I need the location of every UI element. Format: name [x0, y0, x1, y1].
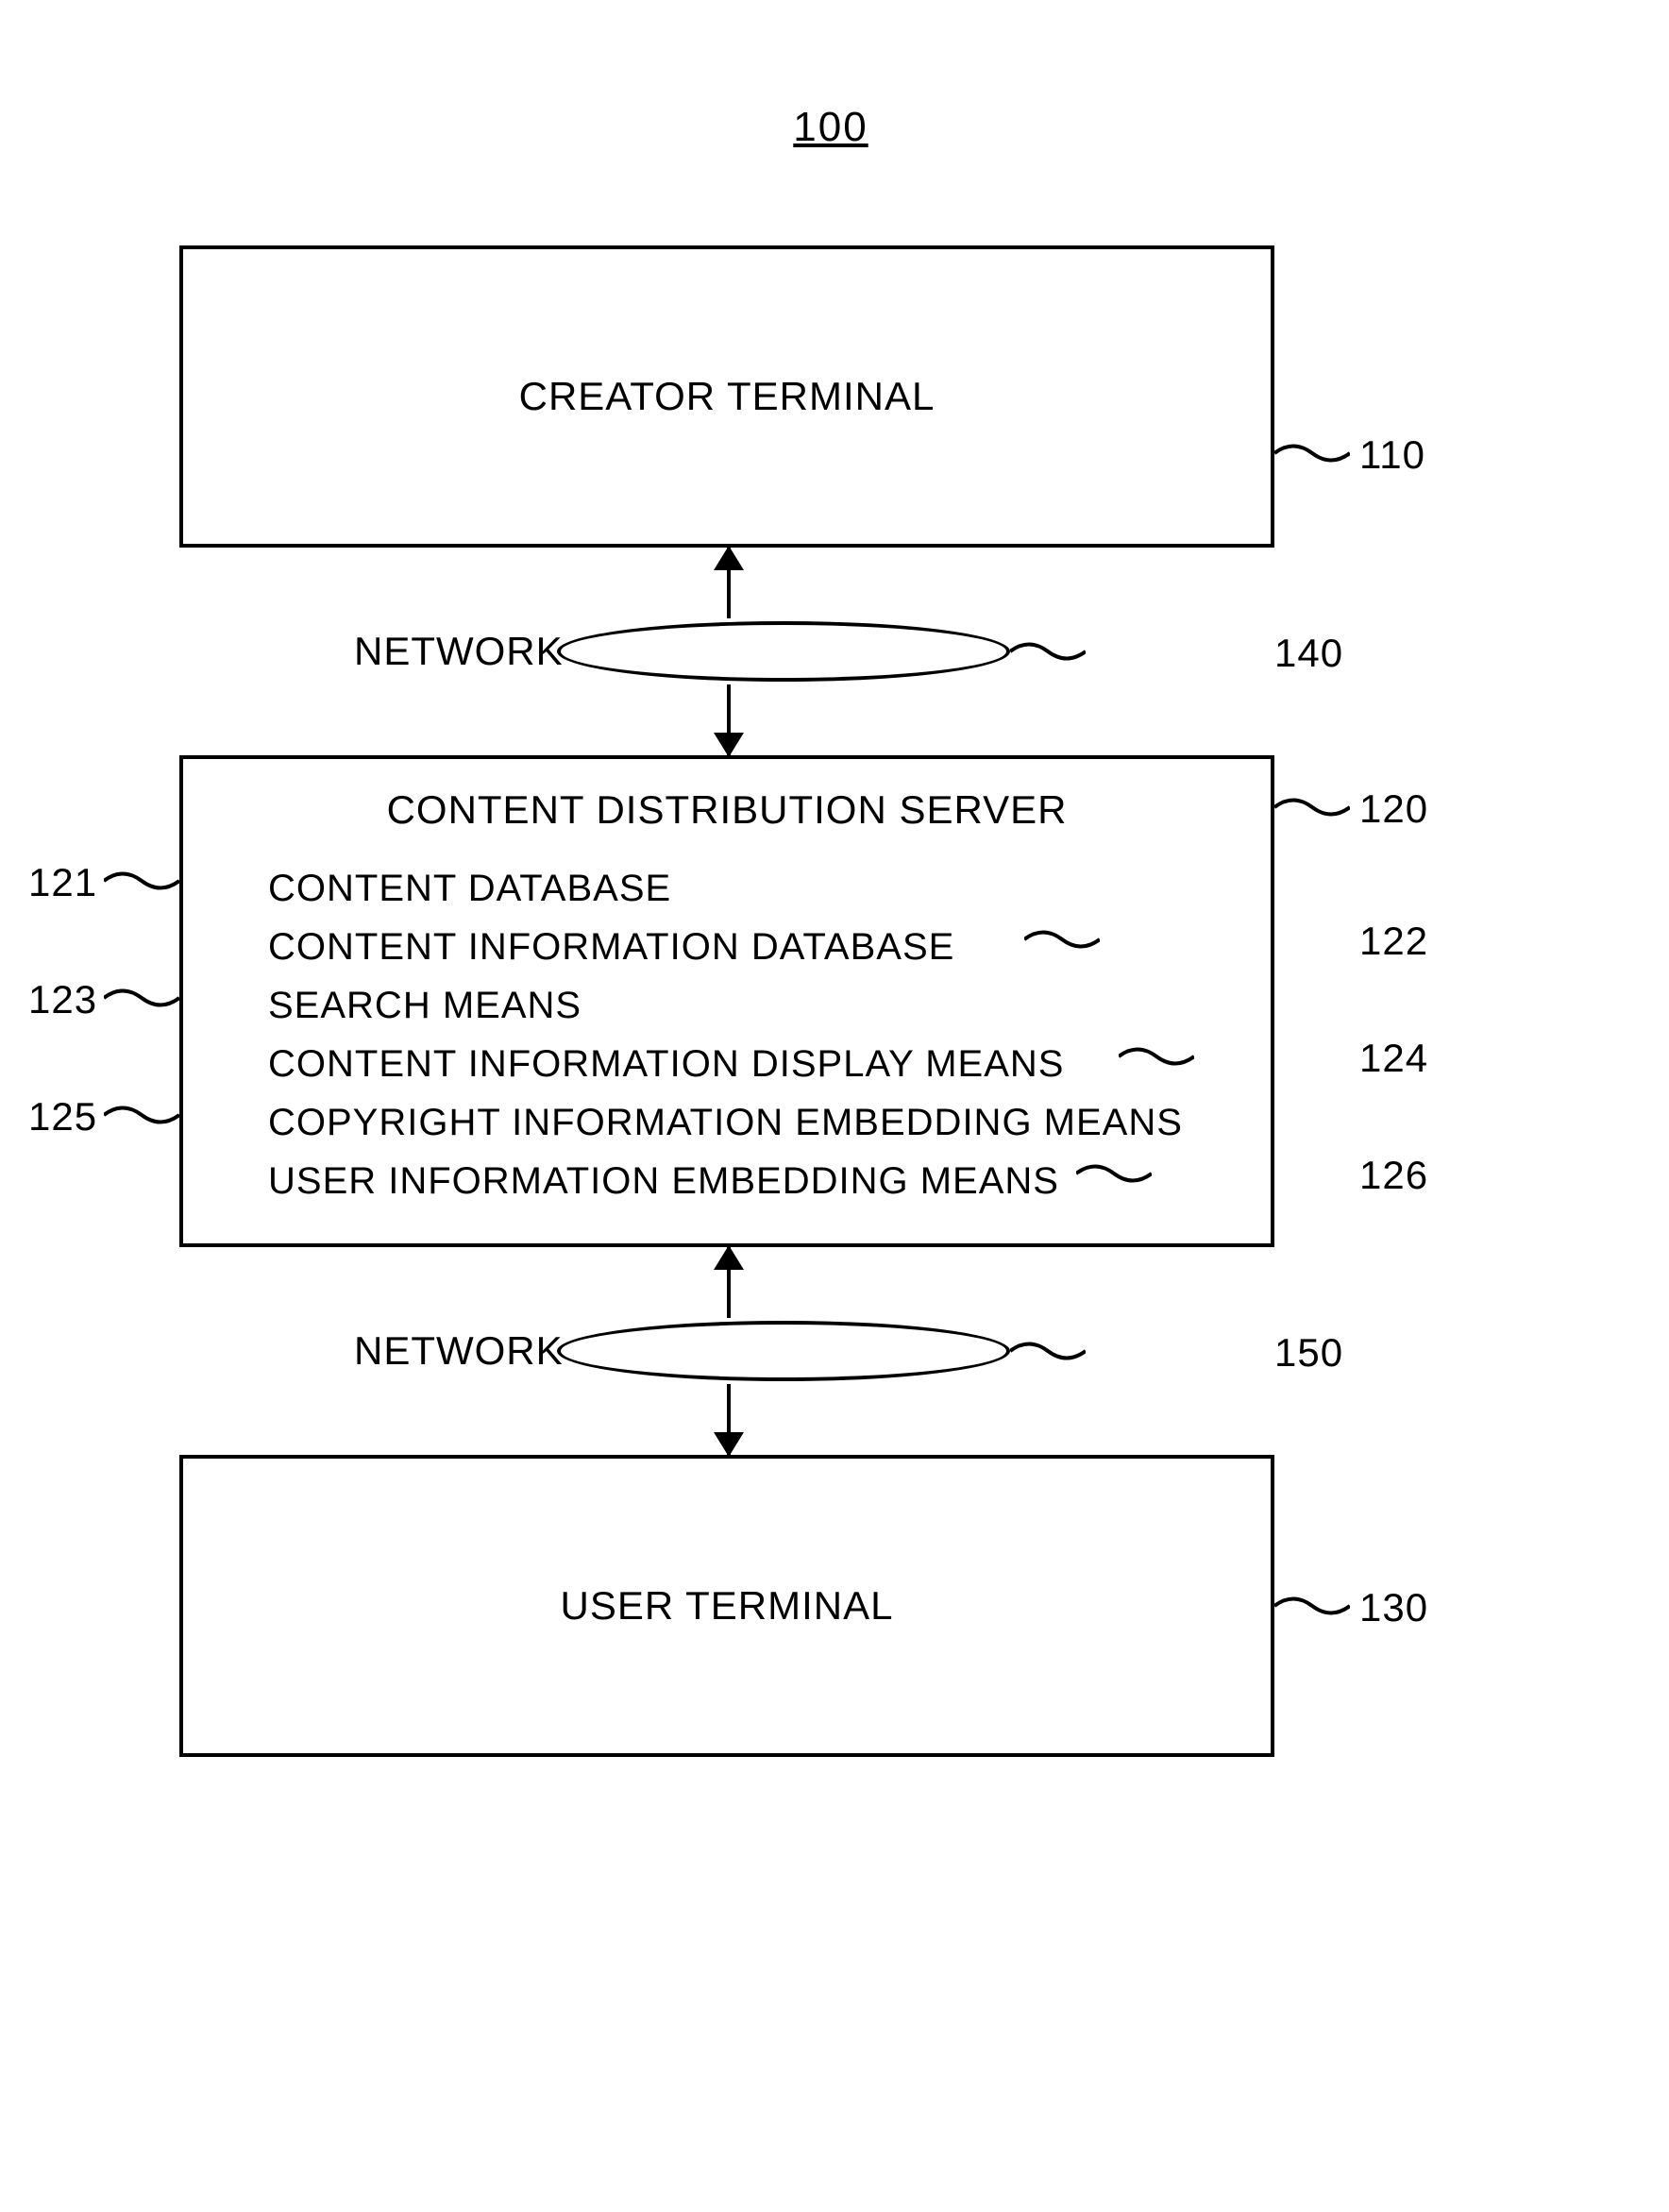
ref-122: 122 [1359, 919, 1428, 964]
ref-140: 140 [1274, 631, 1343, 676]
arrowhead-down-icon [714, 733, 744, 757]
server-item-124: CONTENT INFORMATION DISPLAY MEANS [230, 1035, 1223, 1093]
ref-125: 125 [28, 1094, 97, 1140]
lead-squiggle [1119, 1042, 1194, 1071]
creator-terminal-box: CREATOR TERMINAL [179, 245, 1274, 548]
lead-squiggle [1274, 439, 1350, 467]
server-item-126: USER INFORMATION EMBEDDING MEANS [230, 1152, 1223, 1210]
network-bottom: NETWORK 150 [179, 1247, 1274, 1455]
system-diagram: 100 CREATOR TERMINAL 110 NETWORK 140 CON… [132, 104, 1529, 1757]
network-ellipse [557, 1321, 1010, 1381]
arrowhead-down-icon [714, 1432, 744, 1457]
figure-number: 100 [132, 104, 1529, 151]
ref-120: 120 [1359, 786, 1428, 832]
network-top: NETWORK 140 [179, 548, 1274, 755]
network-top-label: NETWORK [354, 629, 564, 674]
ref-130: 130 [1359, 1585, 1428, 1630]
arrowhead-up-icon [714, 1245, 744, 1270]
network-ellipse [557, 621, 1010, 682]
lead-squiggle [104, 984, 179, 1012]
lead-squiggle [1274, 793, 1350, 821]
lead-squiggle [1010, 637, 1086, 666]
lead-squiggle [1076, 1159, 1152, 1188]
ref-123: 123 [28, 977, 97, 1022]
ref-124: 124 [1359, 1036, 1428, 1081]
server-item-125: COPYRIGHT INFORMATION EMBEDDING MEANS [230, 1093, 1223, 1152]
lead-squiggle [1024, 925, 1100, 954]
lead-squiggle [1274, 1592, 1350, 1620]
network-bottom-label: NETWORK [354, 1328, 564, 1374]
ref-121: 121 [28, 860, 97, 905]
user-terminal-label: USER TERMINAL [561, 1583, 894, 1629]
ref-126: 126 [1359, 1153, 1428, 1198]
lead-squiggle [1010, 1337, 1086, 1365]
arrowhead-up-icon [714, 546, 744, 570]
ref-150: 150 [1274, 1330, 1343, 1376]
content-server-title: CONTENT DISTRIBUTION SERVER [230, 787, 1223, 833]
server-item-123: SEARCH MEANS [230, 976, 1223, 1035]
lead-squiggle [104, 1101, 179, 1129]
lead-squiggle [104, 867, 179, 895]
ref-110: 110 [1359, 432, 1425, 478]
server-item-121: CONTENT DATABASE [230, 859, 1223, 918]
user-terminal-box: USER TERMINAL [179, 1455, 1274, 1757]
creator-terminal-label: CREATOR TERMINAL [519, 374, 936, 419]
